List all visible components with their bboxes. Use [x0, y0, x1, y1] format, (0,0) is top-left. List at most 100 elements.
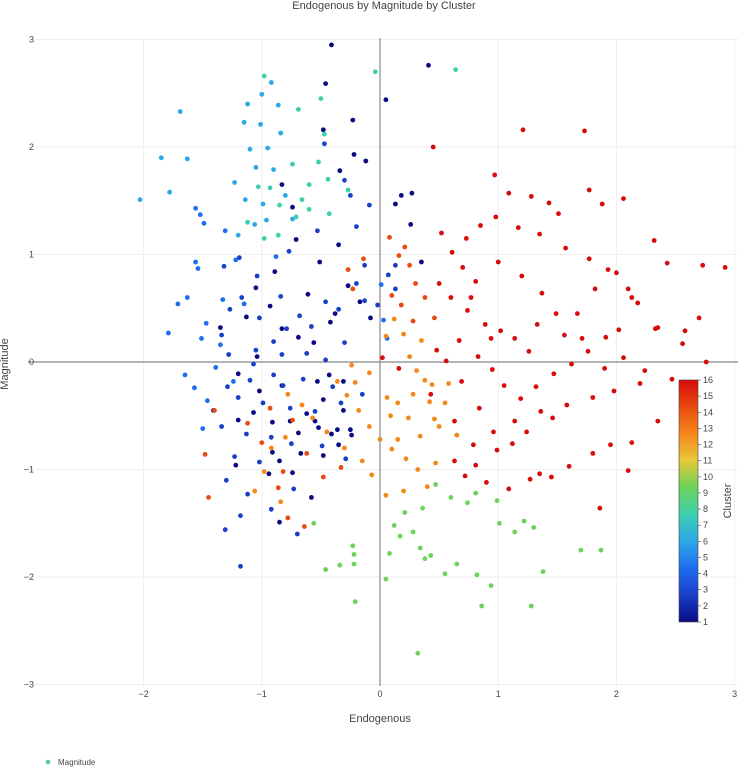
data-point — [473, 462, 479, 468]
data-point — [315, 379, 320, 384]
data-point — [273, 254, 279, 259]
data-point — [592, 286, 598, 292]
data-point — [201, 220, 207, 226]
colorbar-tick-label: 14 — [703, 407, 713, 417]
data-point — [264, 217, 269, 223]
data-point — [241, 119, 247, 125]
data-point — [322, 141, 327, 147]
data-point — [462, 473, 468, 479]
colorbar-title: Cluster — [722, 483, 734, 518]
data-point — [283, 193, 288, 198]
data-point — [294, 531, 300, 537]
data-point — [337, 562, 343, 568]
data-point — [537, 231, 542, 237]
data-point — [422, 295, 428, 300]
data-point — [524, 429, 529, 435]
colorbar-tick-label: 2 — [703, 601, 708, 611]
data-point — [621, 355, 626, 361]
colorbar-tick-label: 8 — [703, 504, 708, 514]
data-point — [278, 499, 284, 505]
data-point — [586, 187, 592, 193]
data-point — [225, 384, 230, 390]
data-point — [533, 384, 539, 390]
data-point — [272, 269, 278, 275]
data-point — [296, 334, 301, 340]
data-point — [377, 437, 383, 442]
data-point — [311, 340, 317, 345]
data-point — [680, 341, 685, 347]
data-point — [167, 189, 173, 195]
data-point — [270, 419, 275, 425]
data-point — [493, 214, 499, 220]
colorbar-tick-label: 9 — [703, 488, 708, 498]
data-point — [251, 361, 256, 367]
data-point — [343, 456, 349, 462]
data-point — [351, 152, 357, 157]
data-point — [700, 262, 706, 268]
data-point — [199, 336, 204, 341]
data-point — [296, 107, 301, 112]
data-point — [406, 415, 411, 421]
data-point — [651, 238, 657, 243]
data-point — [244, 314, 249, 320]
data-point — [212, 408, 217, 413]
data-point — [538, 409, 544, 414]
data-point — [252, 488, 258, 494]
data-point — [575, 311, 580, 316]
data-point — [463, 236, 469, 241]
data-point — [193, 205, 199, 211]
data-point — [417, 433, 423, 439]
data-point — [278, 294, 284, 299]
data-point — [336, 306, 341, 312]
data-point — [497, 520, 502, 526]
data-point — [506, 190, 512, 196]
data-point — [242, 197, 248, 203]
data-point — [219, 332, 225, 338]
data-point — [582, 128, 587, 134]
data-point — [520, 127, 526, 133]
data-point — [539, 290, 545, 296]
data-point — [494, 447, 500, 453]
data-point — [279, 182, 285, 188]
data-point — [383, 492, 389, 498]
data-point — [203, 320, 209, 326]
data-point — [205, 398, 210, 404]
data-point — [369, 472, 375, 478]
data-point — [244, 431, 249, 437]
data-point — [391, 523, 397, 528]
data-point — [257, 459, 262, 465]
data-point — [362, 298, 367, 304]
data-point — [245, 101, 251, 107]
colorbar-tick-label: 16 — [703, 375, 713, 385]
data-point — [277, 458, 282, 464]
data-point — [312, 409, 318, 414]
data-point — [239, 295, 245, 300]
data-point — [417, 545, 423, 551]
y-tick-label: 3 — [29, 35, 34, 45]
data-point — [471, 442, 476, 448]
data-point — [280, 469, 286, 474]
data-point — [265, 145, 271, 151]
data-point — [323, 567, 328, 572]
data-point — [284, 326, 289, 332]
data-point — [290, 204, 295, 210]
data-point — [488, 336, 494, 341]
legend[interactable]: Magnitude — [45, 758, 96, 767]
data-point — [344, 392, 350, 398]
data-point — [356, 408, 362, 413]
data-point — [682, 328, 688, 334]
data-point — [476, 405, 482, 411]
data-point — [564, 402, 570, 408]
data-point — [388, 413, 393, 419]
data-point — [213, 365, 219, 370]
data-point — [258, 122, 263, 127]
data-point — [563, 245, 568, 251]
data-point — [407, 262, 412, 268]
data-point — [528, 194, 534, 199]
data-point — [297, 313, 302, 319]
data-point — [519, 273, 525, 279]
data-point — [226, 352, 232, 357]
data-point — [202, 452, 208, 457]
data-point — [402, 244, 408, 250]
